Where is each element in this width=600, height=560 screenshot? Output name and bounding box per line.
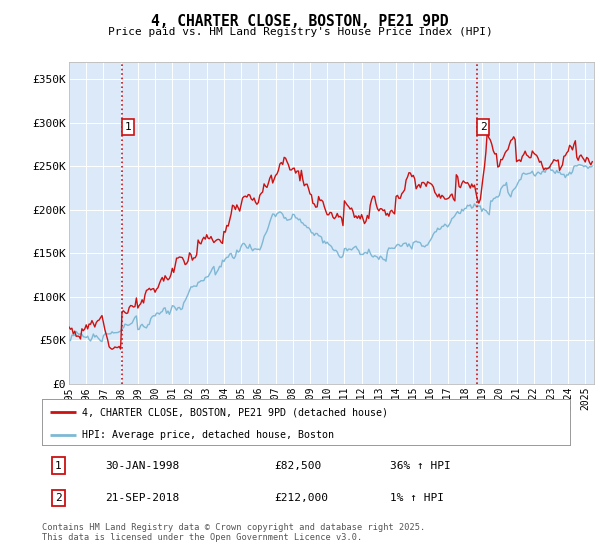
Text: 21-SEP-2018: 21-SEP-2018 <box>106 493 179 503</box>
Text: £82,500: £82,500 <box>274 460 322 470</box>
Text: 36% ↑ HPI: 36% ↑ HPI <box>391 460 451 470</box>
Text: 2: 2 <box>480 122 487 132</box>
Text: 4, CHARTER CLOSE, BOSTON, PE21 9PD: 4, CHARTER CLOSE, BOSTON, PE21 9PD <box>151 14 449 29</box>
Text: 1: 1 <box>55 460 62 470</box>
Text: 2: 2 <box>55 493 62 503</box>
Text: Price paid vs. HM Land Registry's House Price Index (HPI): Price paid vs. HM Land Registry's House … <box>107 27 493 37</box>
Text: 4, CHARTER CLOSE, BOSTON, PE21 9PD (detached house): 4, CHARTER CLOSE, BOSTON, PE21 9PD (deta… <box>82 407 388 417</box>
Text: 1% ↑ HPI: 1% ↑ HPI <box>391 493 445 503</box>
Text: HPI: Average price, detached house, Boston: HPI: Average price, detached house, Bost… <box>82 430 334 440</box>
Text: Contains HM Land Registry data © Crown copyright and database right 2025.
This d: Contains HM Land Registry data © Crown c… <box>42 523 425 543</box>
Text: 1: 1 <box>125 122 131 132</box>
Text: 30-JAN-1998: 30-JAN-1998 <box>106 460 179 470</box>
Text: £212,000: £212,000 <box>274 493 328 503</box>
